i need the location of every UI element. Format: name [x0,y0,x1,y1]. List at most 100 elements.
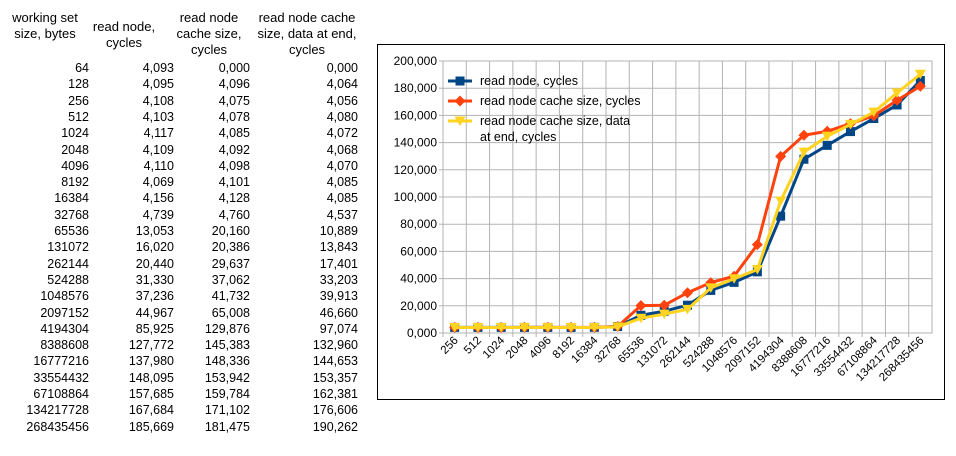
data-point [705,283,717,293]
data-point [798,129,810,141]
table-header: read node cache size, cycles [176,10,242,57]
table-cell: 4,537 [326,207,358,222]
table-cell: 153,357 [312,370,358,385]
data-point [775,196,787,206]
table-cell: 20,160 [211,224,250,238]
data-point [868,107,880,118]
y-tick-label: 140,000 [394,136,438,150]
table-cell: 4,075 [218,93,250,108]
table-cell: 145,383 [204,338,250,353]
data-point [776,211,786,221]
table-cell: 148,095 [128,370,174,385]
table-cell: 39,913 [319,289,358,304]
table-cell: 162,381 [312,387,358,401]
table-cell: 13,053 [135,224,174,238]
table-cell: 65536 [54,224,89,238]
chart-svg: 0,000 20,000 40,000 60,000 80,000 100,000 120,… [394,54,933,384]
table-cell: 16777216 [33,354,89,369]
table-cell: 4,093 [142,61,174,75]
legend-marker [455,76,465,86]
table-cell: 67108864 [33,387,89,401]
table-cell: 16384 [54,191,89,206]
data-point [612,322,624,332]
table-cell: 524288 [47,272,89,287]
table-cell: 1024 [61,126,89,141]
y-tick-label: 80,000 [400,217,437,231]
legend-marker [454,95,466,107]
table-cell: 8192 [61,175,89,190]
data-point [635,300,647,312]
data-point [891,88,903,98]
table-cell: 268435456 [26,419,89,434]
table-cell: 4,095 [142,77,174,92]
y-tick-label: 160,000 [394,108,438,122]
table-cell: 16,020 [135,240,174,255]
data-point [798,147,810,158]
table-cell: 29,637 [211,256,250,271]
data-point [449,322,461,333]
grid [439,60,933,334]
data-point [542,322,554,333]
data-point [588,322,600,333]
legend-label: read node, cycles [480,74,578,88]
table-cell: 33,203 [319,272,358,287]
table-cell: 153,942 [204,370,250,385]
table-cell: 4,069 [142,175,174,190]
table-cell: 13,843 [319,240,358,255]
table-cell: 4,110 [143,158,174,173]
table-cell: 33554432 [33,370,89,385]
table-cell: 148,336 [204,354,250,369]
x-tick-label: 1024 [481,334,508,361]
table-cell: 134217728 [26,403,89,418]
y-tick-label: 40,000 [400,272,437,286]
data-point [751,239,763,251]
legend-label: read node cache size, cycles [480,94,641,108]
x-tick-label: 2048 [504,335,531,362]
data-point [682,304,693,315]
table-cell: 0,000 [326,61,358,75]
table-cell: 4,156 [142,191,174,206]
data-point [891,94,903,106]
table-cell: 128 [68,77,89,92]
line-chart: 0,000 20,000 40,000 60,000 80,000 100,000 120,… [377,44,945,400]
table-cell: 4,068 [326,142,358,157]
table-cell: 4,078 [218,109,250,124]
table-cell: 31,330 [135,272,174,287]
plot-area [442,60,933,334]
y-tick-label: 120,000 [394,163,438,177]
y-tick-label: 60,000 [400,244,437,258]
table-header: read node, cycles [92,19,156,50]
y-tick-label: 200,000 [394,54,438,68]
table-cell: 144,653 [312,354,358,369]
table-cell: 97,074 [319,321,358,336]
y-tick-label: 0,000 [407,326,437,340]
table-cell: 4,080 [326,109,358,124]
table-cell: 64 [75,61,89,75]
table-cell: 4,098 [218,158,250,173]
table-cell: 262144 [47,256,89,271]
series-3 [449,69,926,333]
table-cell: 256 [68,93,89,108]
table-cell: 17,401 [319,256,358,271]
table-cell: 176,606 [312,403,358,418]
table-cell: 4,096 [218,77,250,92]
table-cell: 167,684 [128,403,174,418]
data-point [682,287,693,299]
table-cell: 4194304 [40,321,89,336]
table-cell: 4,117 [143,126,174,141]
table-cell: 8388608 [40,338,89,353]
table-cell: 20,440 [135,256,174,271]
table-cell: 127,772 [128,338,174,353]
table-cell: 2097152 [40,305,89,320]
table-header: working set size, bytes [12,10,78,41]
table-cell: 4,092 [218,142,250,157]
table-cell: 4,070 [326,158,358,173]
data-point [519,322,530,333]
table-cell: 181,475 [204,419,250,434]
table-cell: 37,062 [211,272,250,287]
table-header: read node cache size, data at end, cycle… [257,10,357,57]
y-tick-label: 100,000 [394,190,438,204]
table-cell: 157,685 [128,387,174,401]
legend-label: at end, cycles [480,130,556,144]
table-cell: 41,732 [211,289,250,304]
